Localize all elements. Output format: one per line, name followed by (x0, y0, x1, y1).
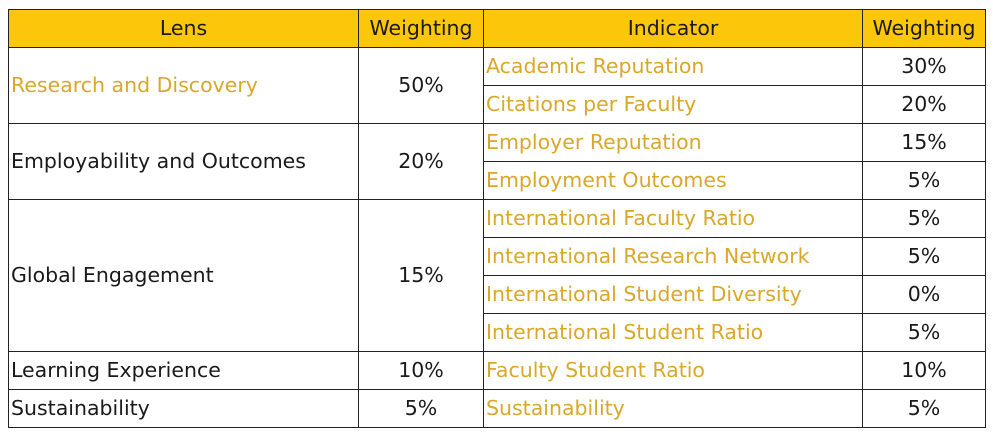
lens-name: Sustainability (8, 389, 359, 428)
table-row: International Student Diversity 0% (9, 275, 986, 314)
table-row: International Research Network 5% (9, 237, 986, 276)
header-lens-weighting: Weighting (358, 9, 484, 48)
indicator-name: Citations per Faculty (483, 85, 863, 124)
lens-weight: 50% (358, 47, 484, 124)
lens-name: Learning Experience (8, 351, 359, 390)
indicator-weight: 5% (862, 389, 986, 428)
indicator-weight: 15% (862, 123, 986, 162)
lens-weight: 10% (358, 351, 484, 390)
indicator-name: Employment Outcomes (483, 161, 863, 200)
indicator-name: Sustainability (483, 389, 863, 428)
table-row: Learning Experience 10% Faculty Student … (8, 351, 986, 390)
indicator-weight: 5% (862, 161, 986, 200)
indicator-name: International Research Network (483, 237, 863, 276)
indicator-name: Faculty Student Ratio (483, 351, 863, 390)
table-row: Employment Outcomes 5% (9, 161, 986, 200)
table-row: Research and Discovery 50% Academic Repu… (8, 47, 986, 124)
indicator-weight: 10% (862, 351, 986, 390)
lens-weight: 5% (358, 389, 484, 428)
indicator-name: Employer Reputation (483, 123, 863, 162)
lens-name: Global Engagement (8, 199, 359, 352)
header-indicator-weighting: Weighting (862, 9, 986, 48)
weighting-table: Lens Weighting Indicator Weighting Resea… (8, 9, 986, 428)
table-row: Citations per Faculty 20% (9, 85, 986, 124)
indicator-weight: 5% (862, 313, 986, 352)
indicator-name: International Faculty Ratio (483, 199, 863, 238)
indicator-name: Academic Reputation (483, 47, 863, 86)
table-row: Global Engagement 15% International Facu… (8, 199, 986, 352)
indicator-weight: 0% (862, 275, 986, 314)
table-header-row: Lens Weighting Indicator Weighting (8, 9, 986, 48)
lens-name: Employability and Outcomes (8, 123, 359, 200)
indicator-weight: 5% (862, 237, 986, 276)
table-row: International Student Ratio 5% (9, 313, 986, 352)
table-row: Employability and Outcomes 20% Employer … (8, 123, 986, 200)
header-indicator: Indicator (483, 9, 863, 48)
lens-weight: 15% (358, 199, 484, 352)
table-row: Sustainability 5% Sustainability 5% (8, 389, 986, 428)
lens-name: Research and Discovery (8, 47, 359, 124)
header-lens: Lens (8, 9, 359, 48)
indicator-weight: 30% (862, 47, 986, 86)
indicator-name: International Student Ratio (483, 313, 863, 352)
indicator-weight: 20% (862, 85, 986, 124)
indicator-name: International Student Diversity (483, 275, 863, 314)
lens-weight: 20% (358, 123, 484, 200)
indicator-weight: 5% (862, 199, 986, 238)
weighting-table-container: Lens Weighting Indicator Weighting Resea… (8, 9, 986, 428)
